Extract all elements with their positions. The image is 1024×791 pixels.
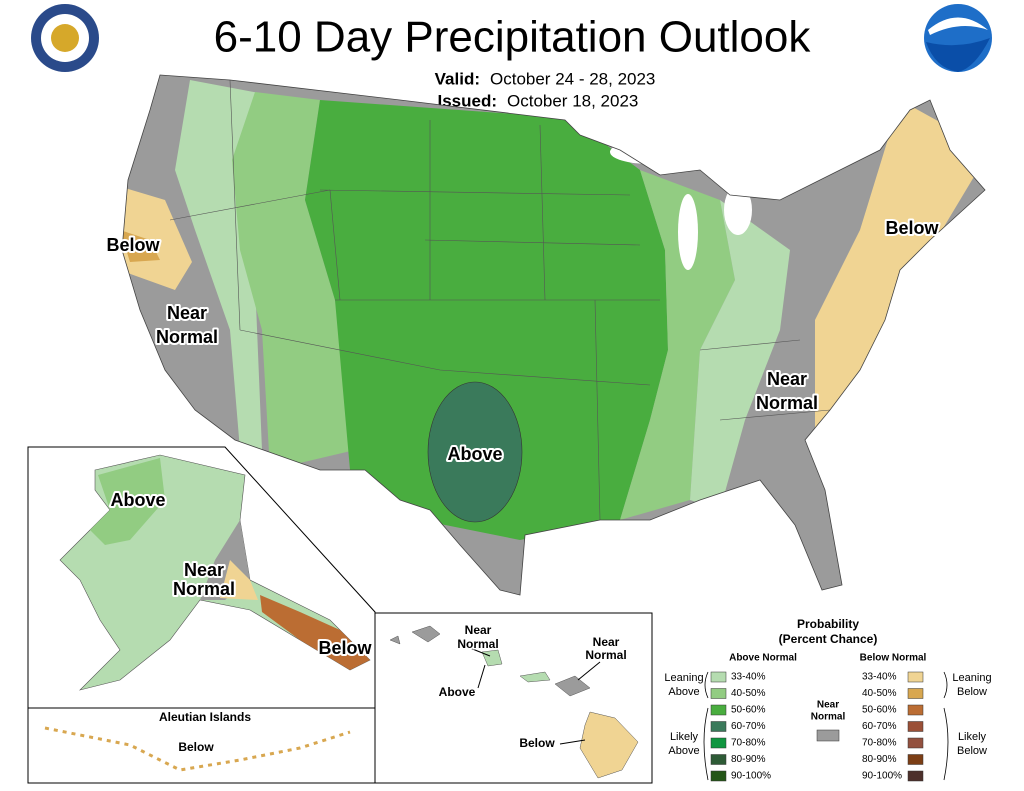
legend-title: (Percent Chance) [779, 632, 878, 646]
map-label: Normal [173, 579, 235, 599]
legend-label: 90-100% [731, 771, 771, 782]
hawaii-island [579, 711, 639, 779]
map-label: Below [178, 740, 214, 754]
legend: Probability (Percent Chance) Above Norma… [664, 617, 991, 781]
conus-outline [121, 74, 986, 596]
map-label: Normal [756, 393, 818, 413]
legend-swatch [710, 688, 727, 699]
legend-swatch [710, 737, 727, 749]
map-label: Normal [585, 648, 626, 662]
legend-swatch [907, 770, 924, 782]
legend-swatch [907, 704, 924, 716]
map-label: Above [447, 444, 502, 464]
legend-label: 90-100% [862, 771, 902, 782]
legend-label: 80-90% [731, 754, 766, 765]
hawaii-island [519, 671, 551, 683]
hawaii-island [554, 675, 591, 697]
map-label: Near [465, 623, 492, 637]
commerce-logo [31, 4, 99, 72]
map-label: Below [106, 235, 160, 255]
map-label: Above [439, 685, 476, 699]
legend-label: 50-60% [862, 705, 897, 716]
issued-date: October 18, 2023 [507, 91, 638, 110]
legend-swatch [710, 770, 727, 782]
legend-group: Below [957, 686, 987, 698]
map-label: Below [318, 638, 372, 658]
legend-label: 50-60% [731, 705, 766, 716]
legend-label: 70-80% [731, 738, 766, 749]
valid-dates: October 24 - 28, 2023 [490, 69, 655, 88]
legend-swatch [907, 737, 924, 749]
alaska-region [260, 595, 370, 670]
noaa-logo [924, 4, 992, 72]
map-label: Near [593, 635, 620, 649]
legend-swatch [710, 704, 727, 716]
legend-swatch [907, 721, 924, 732]
legend-title: Probability [797, 617, 859, 631]
map-label: Below [519, 736, 555, 750]
legend-label: 40-50% [731, 688, 766, 699]
legend-label: Near [817, 700, 839, 711]
valid-label: Valid: [435, 69, 480, 88]
map-label: Near [184, 560, 224, 580]
map-label: Above [110, 490, 165, 510]
hawaii-island [389, 625, 441, 645]
issued-label: Issued: [437, 91, 497, 110]
legend-label: 40-50% [862, 688, 897, 699]
legend-swatch [816, 729, 840, 742]
legend-group: Leaning [664, 672, 703, 684]
aleutian-title: Aleutian Islands [159, 710, 251, 724]
legend-label: 80-90% [862, 754, 897, 765]
title: 6-10 Day Precipitation Outlook [214, 13, 812, 62]
legend-swatch [907, 688, 924, 699]
legend-swatch [710, 721, 727, 732]
legend-brace [703, 671, 949, 781]
aleutian-islands [44, 726, 351, 772]
map-label: Normal [156, 327, 218, 347]
legend-label: 60-70% [862, 721, 897, 732]
alaska-region [90, 458, 165, 545]
legend-group: Likely [670, 731, 699, 743]
legend-label: 60-70% [731, 721, 766, 732]
legend-group: Leaning [952, 672, 991, 684]
leader-lines [469, 647, 601, 745]
aleutian-inset [27, 707, 376, 784]
map-label: Below [885, 218, 939, 238]
legend-swatch [907, 754, 924, 765]
legend-label: 33-40% [731, 672, 766, 683]
legend-group: Above [668, 686, 699, 698]
map-label: Near [767, 369, 807, 389]
legend-heading: Below Normal [860, 653, 927, 664]
legend-swatch [710, 754, 727, 765]
legend-heading: Above Normal [729, 653, 797, 664]
legend-group: Likely [958, 731, 987, 743]
legend-swatch [907, 671, 924, 683]
legend-swatch [710, 671, 727, 683]
map-label: Normal [457, 637, 498, 651]
legend-label: 70-80% [862, 738, 897, 749]
legend-label: Normal [811, 712, 846, 723]
map-label: Near [167, 303, 207, 323]
legend-group: Above [668, 745, 699, 757]
legend-group: Below [957, 745, 987, 757]
alaska-region [220, 560, 258, 600]
hawaii-island [481, 649, 503, 667]
legend-label: 33-40% [862, 672, 897, 683]
